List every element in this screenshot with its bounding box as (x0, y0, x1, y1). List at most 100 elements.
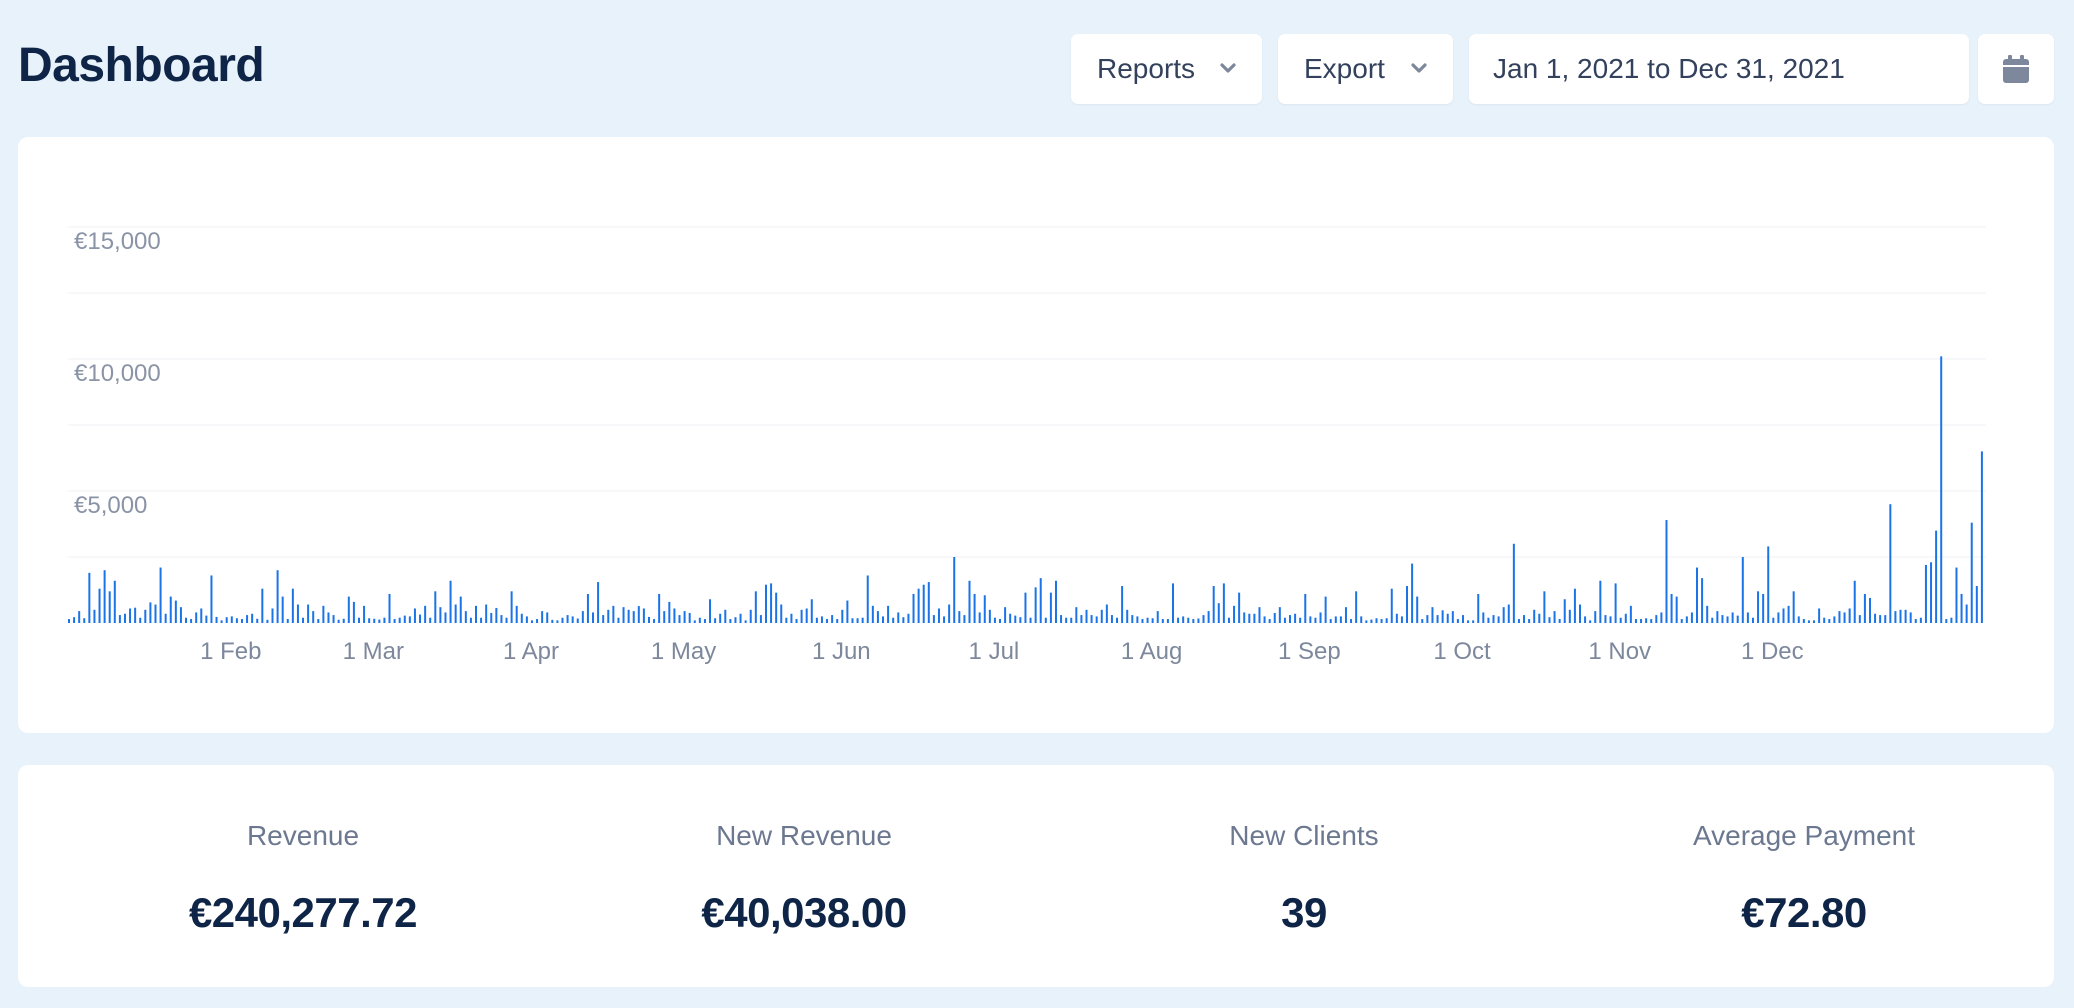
bar (1192, 619, 1195, 623)
bar (403, 615, 406, 623)
bar (368, 618, 371, 623)
bar (1690, 612, 1693, 623)
bar (459, 596, 462, 623)
bar (139, 617, 142, 623)
bar (1884, 615, 1887, 623)
calendar-icon (2003, 55, 2029, 83)
bar (373, 618, 376, 623)
bar (1161, 619, 1164, 623)
bar (1655, 615, 1658, 623)
bar (169, 596, 172, 623)
bar (963, 615, 966, 623)
calendar-button[interactable] (1978, 34, 2054, 104)
bar (546, 612, 549, 623)
bar (1131, 615, 1134, 623)
reports-dropdown[interactable]: Reports (1071, 34, 1262, 104)
bar (1879, 615, 1882, 623)
bar (597, 582, 600, 623)
bar (1121, 586, 1124, 623)
stat-value: 39 (1281, 889, 1327, 936)
bar (663, 611, 666, 623)
bar (1624, 613, 1627, 623)
bar (1782, 608, 1785, 623)
bar (1100, 609, 1103, 623)
bar (1919, 617, 1922, 623)
bar (1706, 605, 1709, 623)
bar (93, 609, 96, 623)
bar (1792, 591, 1795, 623)
bar (485, 604, 488, 623)
bar (1095, 616, 1098, 623)
bar (1406, 586, 1409, 623)
bar (1060, 615, 1063, 623)
bar (1634, 619, 1637, 623)
bar (88, 572, 91, 623)
bar (1579, 604, 1581, 623)
bar (1263, 616, 1266, 623)
bar (622, 607, 625, 623)
bar (1965, 604, 1968, 623)
bar (302, 617, 305, 623)
export-dropdown[interactable]: Export (1278, 34, 1453, 104)
bar (637, 606, 640, 623)
bar (968, 580, 971, 623)
stat-revenue: Revenue €240,277.72 (53, 765, 553, 987)
bar (200, 608, 203, 623)
bar (1136, 616, 1139, 623)
bar (108, 591, 111, 623)
bar (1217, 603, 1220, 623)
bar (693, 620, 696, 623)
bar (1650, 619, 1653, 623)
bar (1487, 617, 1490, 623)
bar (520, 613, 523, 623)
bar (78, 611, 81, 623)
x-tick-label: 1 Aug (1121, 638, 1182, 665)
bar (1680, 619, 1683, 623)
bar (1212, 586, 1215, 623)
stat-new-clients: New Clients 39 (1054, 765, 1554, 987)
bar (607, 609, 610, 623)
bar (1853, 580, 1856, 623)
bar (790, 613, 793, 623)
date-range-input[interactable]: Jan 1, 2021 to Dec 31, 2021 (1469, 34, 1969, 104)
bar (1126, 609, 1129, 623)
bar (1563, 599, 1566, 623)
bar (144, 609, 147, 623)
bar (429, 617, 432, 623)
bar (907, 613, 910, 623)
bar (1334, 616, 1337, 623)
bar (1848, 608, 1851, 623)
bar (744, 620, 747, 623)
bar (973, 593, 976, 623)
date-range-text: Jan 1, 2021 to Dec 31, 2021 (1493, 53, 1845, 84)
bar (1787, 605, 1790, 623)
bar (505, 617, 508, 623)
bar (1472, 620, 1475, 623)
bar (856, 618, 859, 623)
bar (1268, 619, 1271, 623)
bar (556, 620, 559, 623)
bar (271, 608, 274, 623)
bar (1711, 617, 1714, 623)
bar (810, 599, 813, 623)
bar (892, 617, 895, 623)
bar (1243, 612, 1246, 623)
bar (846, 600, 849, 623)
bar (113, 580, 116, 623)
bar (240, 619, 243, 623)
bar (988, 609, 991, 623)
bar (317, 619, 320, 623)
bar (449, 580, 452, 623)
bar (525, 616, 528, 623)
x-tick-label: 1 Dec (1741, 638, 1804, 665)
bar (1950, 617, 1953, 623)
bar (1090, 615, 1093, 623)
bar (1736, 615, 1739, 623)
bar (581, 611, 584, 623)
bar (592, 612, 595, 623)
bar (1187, 617, 1190, 623)
bar (678, 615, 681, 623)
bar (1924, 564, 1927, 623)
bar (469, 617, 472, 623)
bar (703, 619, 706, 623)
